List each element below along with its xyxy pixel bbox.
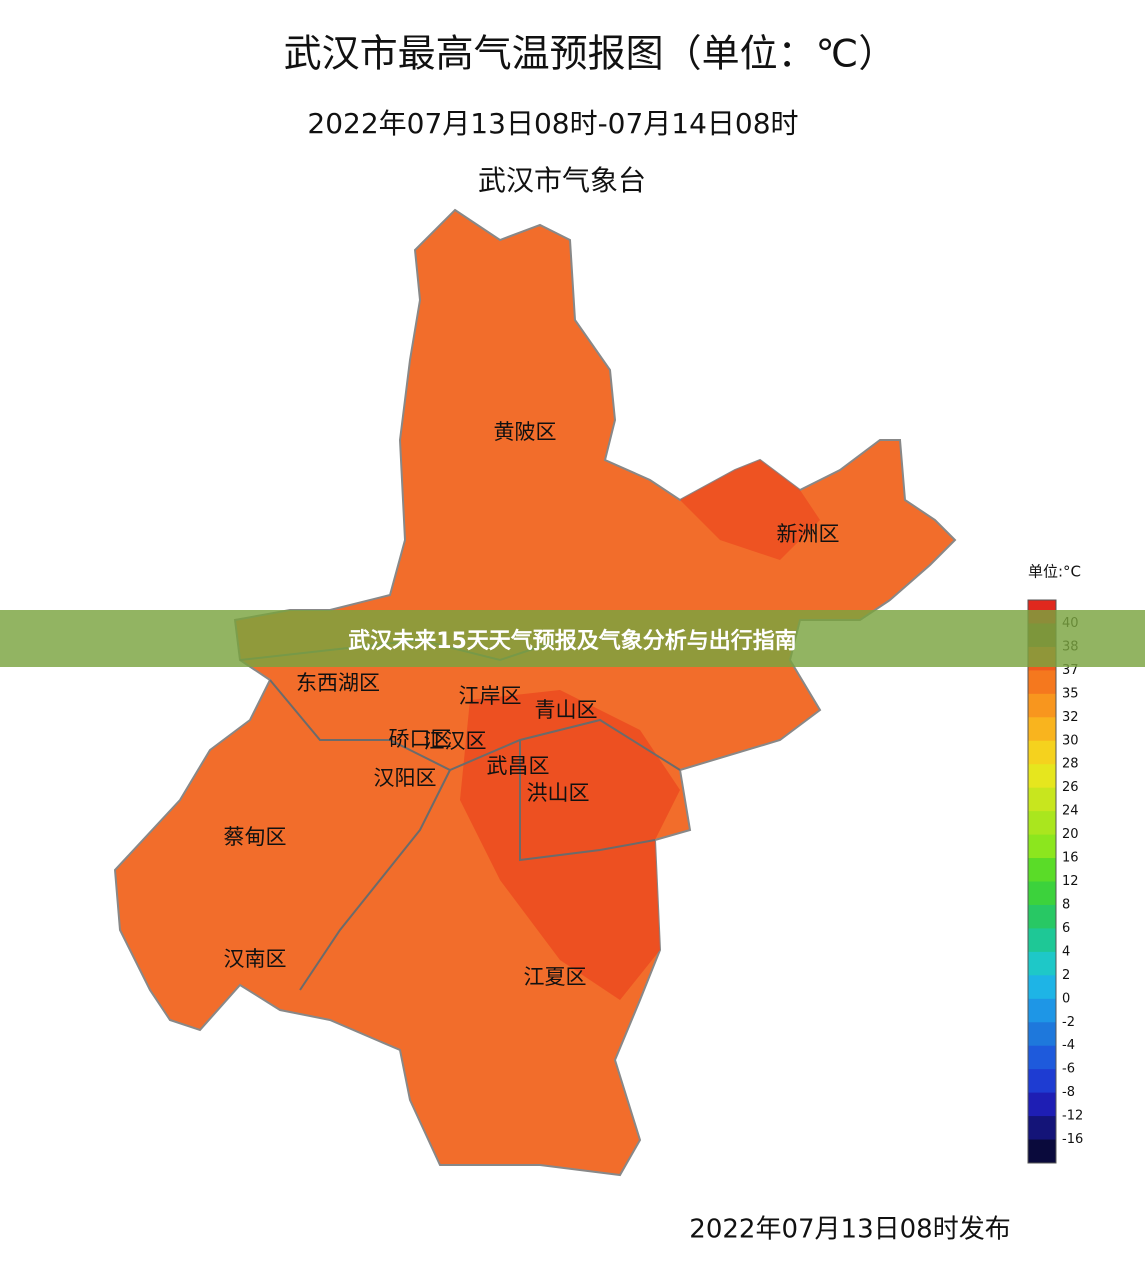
legend-swatch — [1028, 764, 1056, 789]
headline-banner: 武汉未来15天天气预报及气象分析与出行指南 — [0, 610, 1145, 667]
legend-label: 6 — [1062, 921, 1070, 936]
legend-swatch — [1028, 1139, 1056, 1164]
district-label: 东西湖区 — [296, 671, 380, 695]
district-label: 黄陂区 — [494, 420, 557, 444]
legend-swatch — [1028, 693, 1056, 718]
legend-label: -16 — [1062, 1132, 1083, 1147]
legend-swatch — [1028, 998, 1056, 1023]
map-title: 武汉市最高气温预报图（单位：℃） — [284, 32, 897, 76]
legend-label: -4 — [1062, 1038, 1075, 1053]
legend-unit: 单位:°C — [1028, 563, 1081, 581]
legend-label: -12 — [1062, 1109, 1083, 1124]
legend-swatch — [1028, 881, 1056, 906]
map-period: 2022年07月13日08时-07月14日08时 — [307, 107, 798, 140]
legend-label: 0 — [1062, 991, 1070, 1006]
district-border — [239, 638, 681, 991]
legend-swatch — [1028, 1116, 1056, 1141]
district-label: 洪山区 — [527, 781, 590, 805]
legend-label: 4 — [1062, 944, 1070, 959]
legend-label: 16 — [1062, 851, 1079, 866]
legend-swatch — [1028, 1069, 1056, 1094]
legend-swatch — [1028, 928, 1056, 953]
map-source: 武汉市气象台 — [478, 164, 646, 197]
district-label: 蔡甸区 — [224, 825, 287, 849]
legend-swatch — [1028, 717, 1056, 742]
district-label: 青山区 — [535, 698, 598, 722]
district-label: 汉阳区 — [374, 766, 437, 790]
legend-swatch — [1028, 1022, 1056, 1047]
legend-swatch — [1028, 904, 1056, 929]
legend-swatch — [1028, 951, 1056, 976]
legend-label: -6 — [1062, 1062, 1075, 1077]
legend-label: -2 — [1062, 1015, 1075, 1030]
legend-label: 20 — [1062, 827, 1079, 842]
district-label: 江汉区 — [424, 729, 487, 753]
district-label: 江岸区 — [459, 684, 522, 708]
hot-zone — [460, 690, 680, 1000]
legend-swatch — [1028, 670, 1056, 695]
legend-swatch — [1028, 834, 1056, 859]
release-time: 2022年07月13日08时发布 — [689, 1215, 1010, 1245]
district-label: 江夏区 — [524, 965, 587, 989]
legend-swatch — [1028, 811, 1056, 836]
city-area — [113, 208, 957, 1177]
legend-label: 12 — [1062, 874, 1079, 889]
legend-label: 24 — [1062, 804, 1079, 819]
district-label: 武昌区 — [487, 754, 550, 778]
legend-swatch — [1028, 1045, 1056, 1070]
legend-swatch — [1028, 975, 1056, 1000]
legend-swatch — [1028, 858, 1056, 882]
legend-label: -8 — [1062, 1085, 1075, 1100]
legend-frame — [1027, 599, 1057, 1164]
district-label: 硚口区 — [389, 727, 452, 751]
hot-zone — [680, 460, 820, 560]
legend-swatch — [1028, 787, 1056, 812]
district-label: 汉南区 — [224, 947, 287, 971]
legend-label: 26 — [1062, 780, 1079, 795]
legend-label: 30 — [1062, 733, 1079, 748]
district-label: 新洲区 — [777, 522, 840, 546]
legend-label: 28 — [1062, 757, 1079, 772]
legend-label: 8 — [1062, 897, 1070, 912]
legend-label: 2 — [1062, 968, 1070, 983]
legend-swatch — [1028, 1092, 1056, 1117]
legend-label: 35 — [1062, 686, 1079, 701]
headline: 武汉未来15天天气预报及气象分析与出行指南 — [348, 628, 797, 654]
legend-label: 32 — [1062, 710, 1079, 725]
legend-swatch — [1028, 740, 1056, 765]
